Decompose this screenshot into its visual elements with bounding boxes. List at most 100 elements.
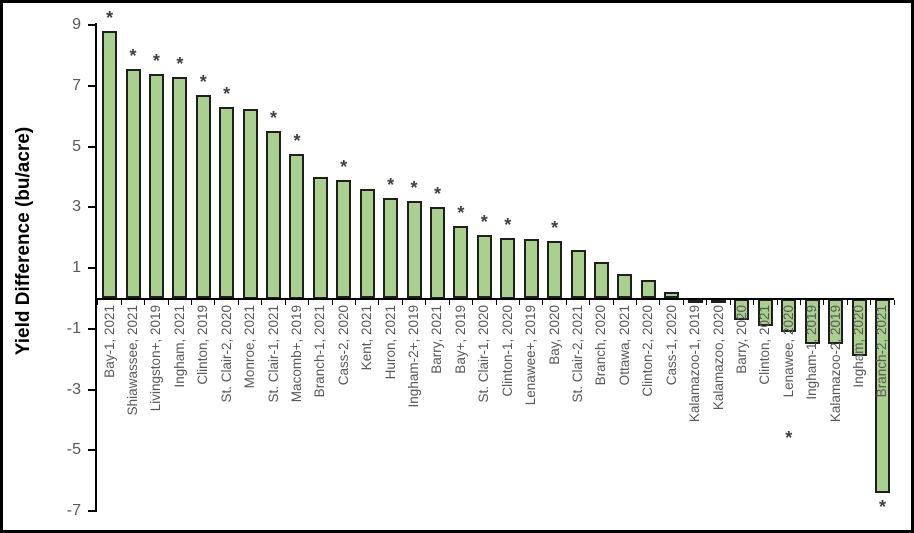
significance-asterisk: * [152,50,160,71]
x-axis-tick [167,299,169,305]
significance-asterisk: * [504,214,512,235]
bar [664,292,680,299]
x-axis-tick [589,299,591,305]
bar [429,207,445,299]
x-category-label: Kalamazoo, 2020 [710,305,726,411]
x-category-label: Huron, 2021 [382,305,398,380]
bar [406,201,422,299]
y-tick-label: 3 [72,198,81,216]
x-axis-tick [870,299,872,305]
bar [148,73,164,299]
x-category-label: St. Clair-1, 2020 [476,305,492,403]
x-category-label: Macomb+, 2019 [288,305,304,403]
x-category-label: Clinton, 2021 [757,305,773,385]
x-category-label: Bay, 2020 [546,305,562,365]
x-category-label: Kalamazoo-2, 2019 [827,305,843,423]
x-axis-tick [495,299,497,305]
y-axis-tick [88,24,95,27]
bar [195,94,211,299]
x-axis-tick [823,299,825,305]
x-axis-tick [331,299,333,305]
x-category-label: Kalamazoo-1, 2019 [687,305,703,423]
y-tick-label: 1 [72,259,81,277]
x-category-label: Kent, 2021 [359,305,375,371]
x-category-label: Cass-2, 2020 [335,305,351,386]
x-category-label: Livingston+, 2019 [148,305,164,412]
x-category-label: Ingham, 2020 [851,305,867,388]
x-axis-tick [799,299,801,305]
x-axis-tick [448,299,450,305]
x-category-label: Ingham-1, 2019 [804,305,820,400]
bar [734,298,750,320]
bar [172,76,188,299]
x-category-label: Bay-1, 2021 [101,305,117,378]
x-category-label: Shiawassee, 2021 [125,305,141,416]
plot-area: 9 7 5 3 1 -1 -3 -5 -7 Bay-1, 2021 Shiawassee, 2021… [3,3,911,530]
bar [453,225,469,299]
x-axis-tick [636,299,638,305]
bar [570,249,586,299]
x-category-label: St. Clair-1, 2021 [265,305,281,403]
x-axis-line [95,297,895,300]
bar [383,198,399,299]
x-category-label: Branch-1, 2021 [312,305,328,398]
y-axis-tick [88,267,95,270]
bar [102,31,118,299]
bar [687,298,703,303]
x-axis-tick [776,299,778,305]
bar [523,239,539,299]
bar [500,237,516,299]
x-axis-tick [284,299,286,305]
x-axis-tick [97,299,99,305]
significance-asterisk: * [293,131,301,152]
bar [125,69,141,299]
bar [266,131,282,299]
y-tick-label: 9 [72,16,81,34]
y-tick-label: 5 [72,137,81,155]
x-axis-tick [893,299,895,305]
bar [711,298,727,303]
y-tick-label: -3 [66,380,81,398]
x-category-label: Monroe, 2021 [242,305,258,389]
x-axis-tick [753,299,755,305]
x-category-label: St. Clair-2, 2021 [570,305,585,403]
bar [617,274,633,299]
y-axis-tick [88,84,95,87]
significance-asterisk: * [551,217,559,238]
y-tick-label: 7 [72,76,81,94]
y-axis-tick [88,206,95,209]
significance-asterisk: * [785,428,793,448]
significance-asterisk: * [878,496,886,517]
x-axis-tick [191,299,193,305]
bar [289,154,305,299]
x-category-label: Clinton-2, 2020 [640,305,656,397]
x-axis-tick [542,299,544,305]
x-category-label: Cass-1, 2020 [663,305,679,386]
bar [781,298,797,332]
y-axis-tick [88,449,95,452]
x-axis-tick [144,299,146,305]
significance-asterisk: * [270,108,278,129]
y-axis-line [95,23,97,512]
x-axis-tick [355,299,356,305]
x-axis-tick [237,299,239,305]
x-axis-tick [261,299,263,305]
significance-asterisk: * [340,157,348,178]
significance-asterisk: * [223,84,231,105]
significance-asterisk: * [106,8,114,29]
bar [757,298,773,326]
x-axis-tick [308,299,310,305]
x-category-label: Clinton, 2019 [195,305,211,385]
x-category-label: Bay+, 2019 [452,305,468,374]
x-category-label: Barry, 2020 [733,305,749,374]
bar [593,262,609,299]
x-axis-tick [729,299,731,305]
x-category-label: Ottawa, 2021 [616,305,632,386]
significance-asterisk: * [129,46,137,67]
significance-asterisk: * [410,178,418,199]
bar [640,280,656,299]
bar [242,108,258,299]
x-category-label: Lenawee+, 2019 [523,305,539,406]
x-axis-tick [612,299,614,305]
y-axis-tick [88,327,95,330]
